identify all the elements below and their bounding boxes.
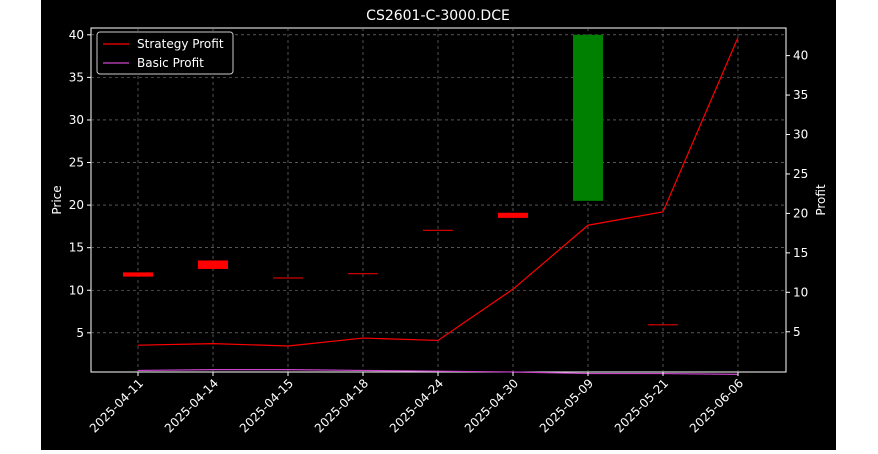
y-tick-label-left: 40 [69,28,84,42]
x-tick-label: 2025-04-15 [237,376,296,435]
y-tick-label-left: 10 [69,283,84,297]
x-tick-label: 2025-04-18 [312,376,371,435]
y-tick-label-left: 25 [69,156,84,170]
legend-label-strategy: Strategy Profit [137,37,224,51]
y-tick-label-right: 5 [793,325,801,339]
candle-2025-05-09 [573,34,603,201]
y-tick-label-right: 35 [793,88,808,102]
x-tick-label: 2025-04-14 [162,376,221,435]
y-tick-label-right: 10 [793,285,808,299]
y-tick-label-left: 35 [69,70,84,84]
chart-title: CS2601-C-3000.DCE [366,8,510,24]
series-line-0 [137,37,739,347]
series-line-1 [137,369,739,375]
candles [123,34,678,326]
candle-2025-05-21 [648,324,678,326]
y-tick-label-right: 20 [793,206,808,220]
chart-figure: 2025-04-11 2025-04-14 2025-04-15 2025-04-18… [41,0,836,450]
chart-svg: 2025-04-11 2025-04-14 2025-04-15 2025-04-18… [50,8,828,435]
candle-2025-04-18 [348,273,378,275]
y-tick-label-right: 15 [793,246,808,260]
candle-2025-04-11 [123,272,153,277]
y-axis-label-left: Price [50,185,64,214]
legend: Strategy Profit Basic Profit [96,31,234,75]
y-tick-label-right: 30 [793,128,808,142]
candle-2025-04-15 [273,277,303,279]
profit-lines [137,37,739,375]
x-tick-label: 2025-05-09 [537,376,596,435]
x-tick-label: 2025-04-30 [462,376,521,435]
y-tick-label-left: 20 [69,198,84,212]
y-tick-label-left: 5 [76,326,84,340]
y-tick-label-left: 15 [69,241,84,255]
x-tick-label: 2025-05-21 [612,376,671,435]
candle-2025-04-30 [498,212,528,218]
y-axis-label-right: Profit [814,184,828,216]
plot-area [90,27,787,373]
candle-2025-04-24 [423,229,453,231]
x-tick-label: 2025-04-24 [387,376,446,435]
y-tick-label-right: 40 [793,49,808,63]
x-tick-label: 2025-06-06 [687,376,746,435]
y-tick-label-left: 30 [69,113,84,127]
candle-2025-04-14 [198,260,228,269]
x-tick-label: 2025-04-11 [87,376,146,435]
legend-box [96,31,234,75]
y-tick-label-right: 25 [793,167,808,181]
legend-label-basic: Basic Profit [137,56,204,70]
